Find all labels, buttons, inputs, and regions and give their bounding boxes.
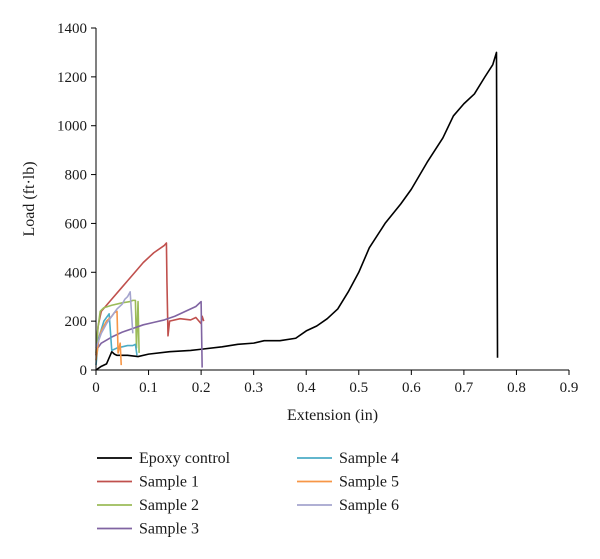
y-tick-label: 1400 bbox=[57, 21, 87, 37]
x-tick-label: 0.9 bbox=[560, 380, 579, 396]
y-tick-label: 0 bbox=[80, 363, 88, 379]
x-axis-title: Extension (in) bbox=[287, 407, 378, 424]
series-line-sample-4 bbox=[95, 313, 138, 366]
axes-layer: 0 0.1 0.2 0.3 0.4 0.5 0.6 0.7 0.8 0.9 0 200 400 600 80… bbox=[57, 21, 578, 396]
x-tick-label: 0.1 bbox=[139, 380, 158, 396]
series-line-epoxy-control bbox=[95, 51, 499, 371]
legend-label-sample-6: Sample 6 bbox=[339, 497, 399, 514]
y-tick-label: 800 bbox=[65, 168, 88, 184]
legend-label-sample-2: Sample 2 bbox=[139, 497, 199, 514]
x-tick-label: 0 bbox=[92, 380, 100, 396]
y-tick-label: 1200 bbox=[57, 70, 87, 86]
series-line-sample-3 bbox=[95, 300, 203, 368]
y-tick-label: 200 bbox=[65, 314, 88, 330]
x-tick-label: 0.4 bbox=[297, 380, 316, 396]
legend-label-sample-1: Sample 1 bbox=[139, 474, 199, 491]
x-tick-label: 0.8 bbox=[507, 380, 526, 396]
y-tick-label: 400 bbox=[65, 265, 88, 281]
x-tick-label: 0.6 bbox=[402, 380, 421, 396]
y-tick-label: 1000 bbox=[57, 119, 87, 135]
legend-label-sample-4: Sample 4 bbox=[339, 450, 399, 467]
x-tick-label: 0.3 bbox=[244, 380, 263, 396]
legend-label-sample-3: Sample 3 bbox=[139, 521, 199, 538]
series-line-sample-2 bbox=[95, 299, 140, 353]
x-tick-label: 0.7 bbox=[455, 380, 474, 396]
x-tick-label: 0.5 bbox=[349, 380, 368, 396]
series-line-sample-6 bbox=[95, 291, 134, 349]
series-layer bbox=[95, 51, 499, 371]
y-tick-label: 600 bbox=[65, 216, 88, 232]
legend-label-sample-5: Sample 5 bbox=[339, 474, 399, 491]
legend: Epoxy control Sample 1 Sample 2 Sample 3 Sam… bbox=[97, 450, 399, 538]
x-tick-label: 0.2 bbox=[192, 380, 211, 396]
series-line-sample-1 bbox=[95, 242, 205, 356]
y-axis-title: Load (ft·lb) bbox=[21, 161, 38, 236]
legend-label-epoxy-control: Epoxy control bbox=[139, 450, 231, 467]
